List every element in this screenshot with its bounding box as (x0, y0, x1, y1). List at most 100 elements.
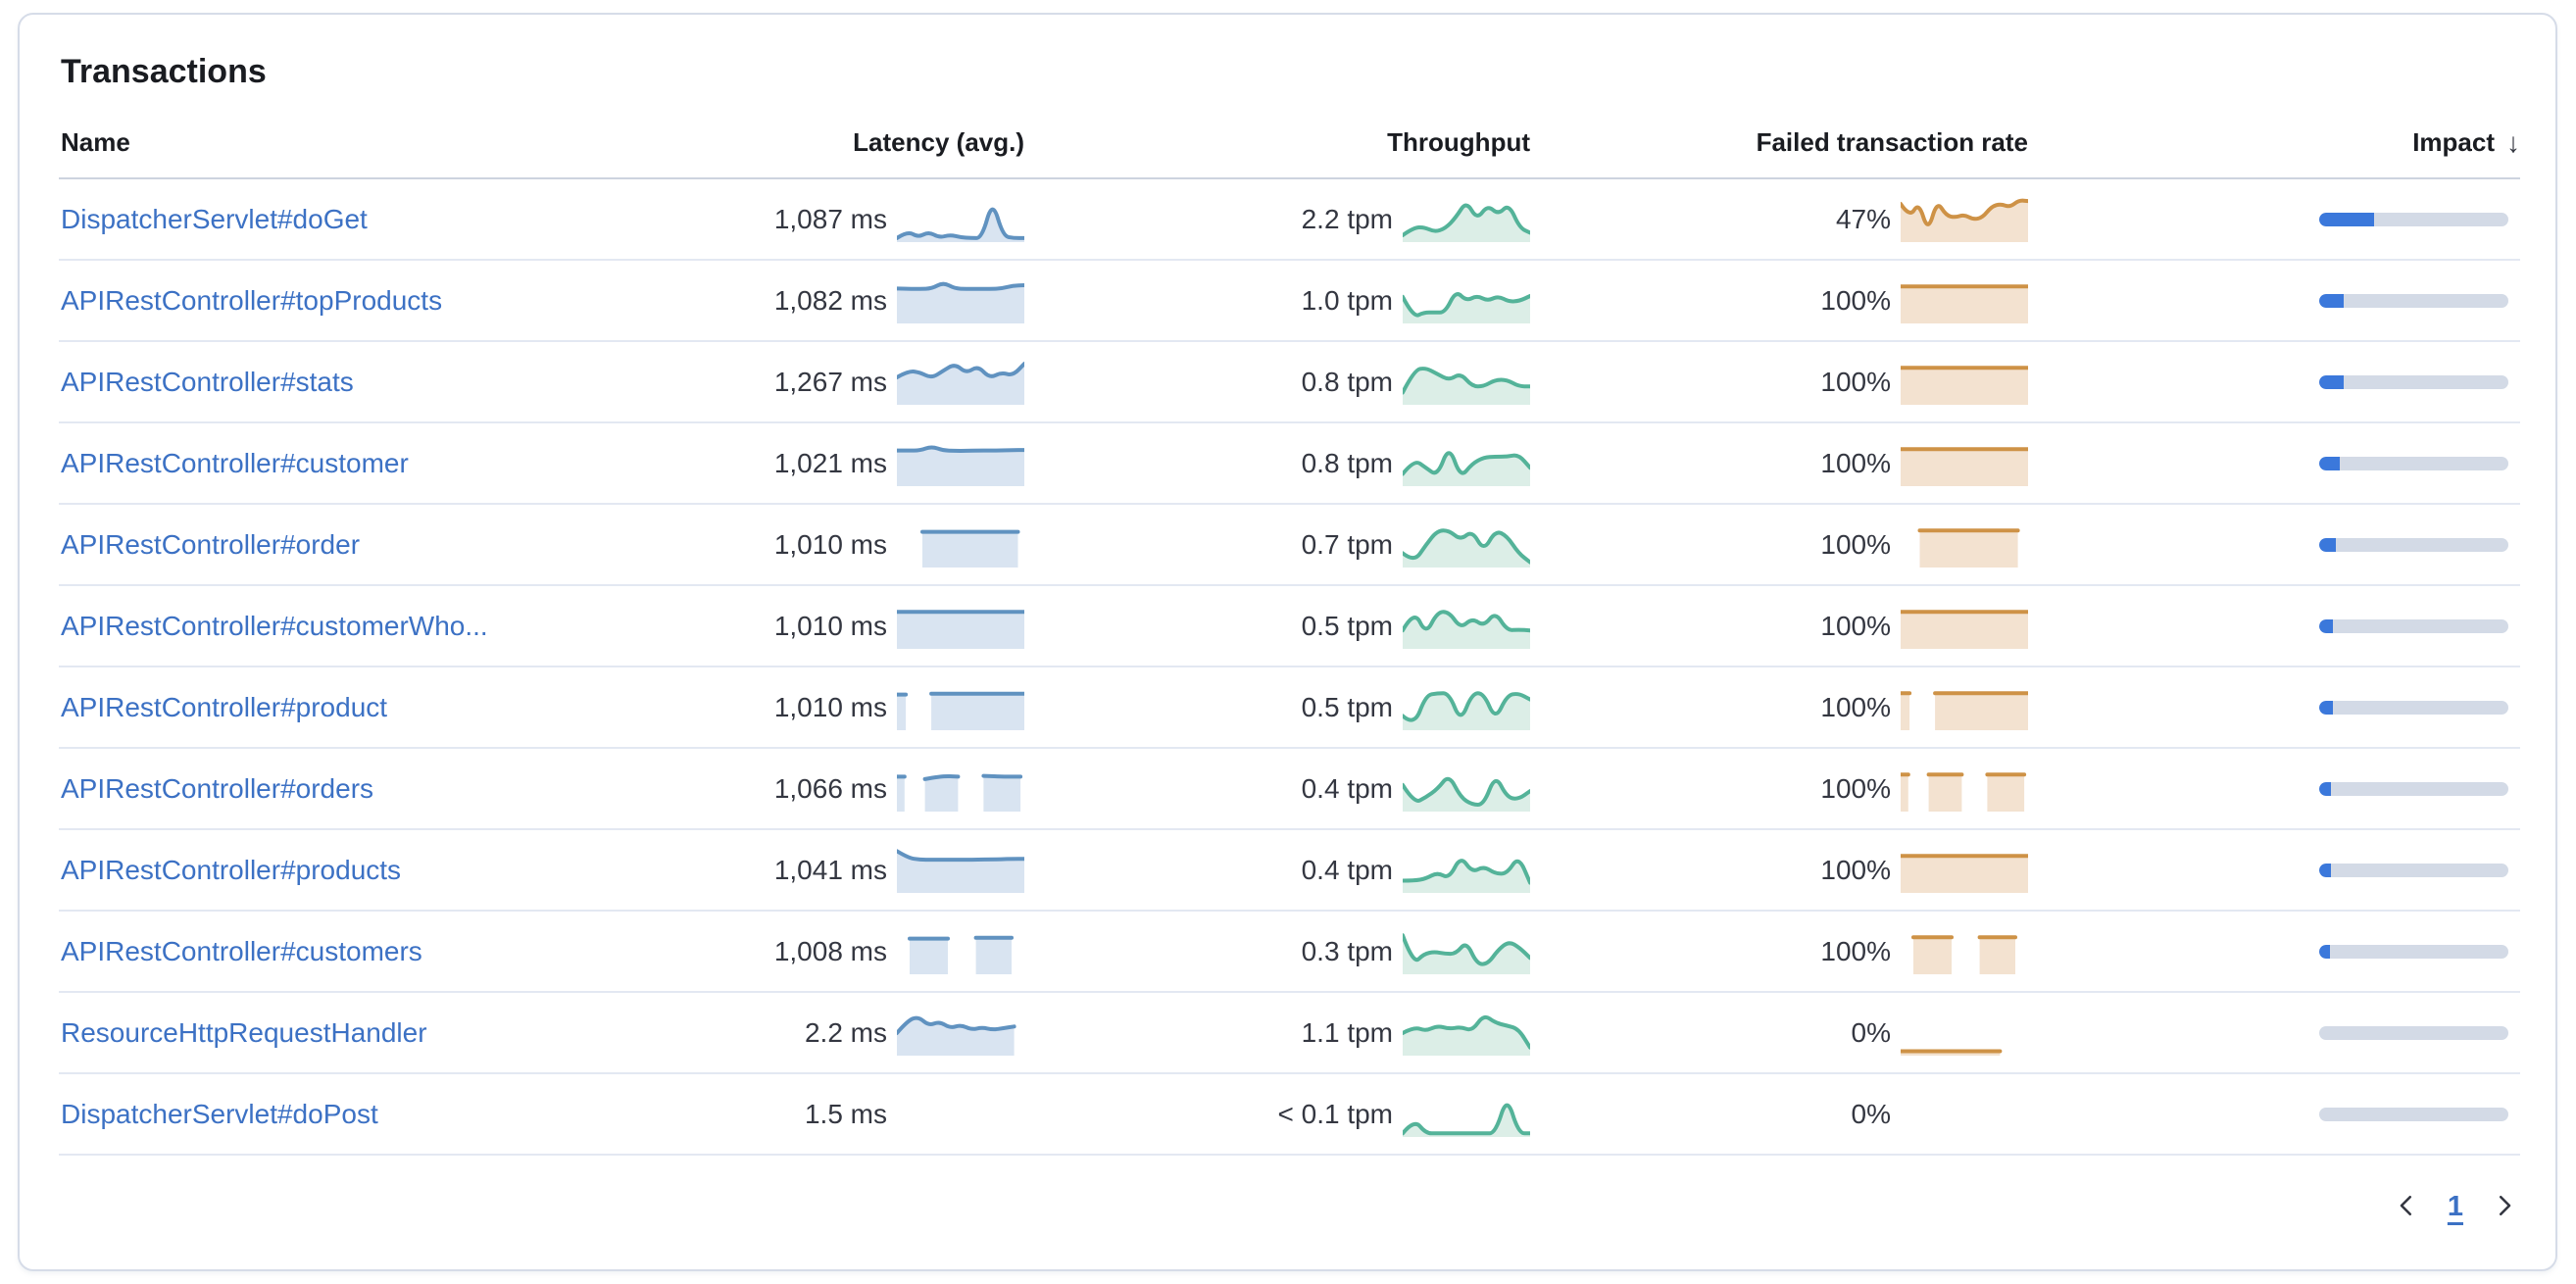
table-row: APIRestController#stats 1,267 ms 0.8 tpm 10… (59, 342, 2520, 423)
throughput-sparkline (1403, 440, 1530, 486)
prev-page-button[interactable] (2391, 1191, 2422, 1222)
transaction-link[interactable]: DispatcherServlet#doGet (61, 203, 368, 234)
throughput-sparkline (1403, 1091, 1530, 1137)
throughput-value: 0.4 tpm (1301, 854, 1393, 885)
latency-sparkline (897, 1091, 1024, 1137)
latency-value: 1,010 ms (773, 691, 887, 722)
c-lat-cell: 1,041 ms (632, 847, 1024, 893)
c-fail-cell: 47% (1530, 196, 2028, 242)
transaction-name-cell: APIRestController#orders (59, 773, 632, 805)
throughput-value: 0.4 tpm (1301, 772, 1393, 804)
throughput-sparkline (1403, 277, 1530, 323)
latency-value: 1,021 ms (773, 447, 887, 478)
table-row: APIRestController#customer 1,021 ms 0.8 tp… (59, 423, 2520, 505)
failed-rate-sparkline (1901, 1091, 2028, 1137)
next-page-button[interactable] (2489, 1191, 2520, 1222)
c-fail-cell: 100% (1530, 765, 2028, 812)
transaction-link[interactable]: APIRestController#customers (61, 935, 422, 966)
c-fail-cell: 100% (1530, 847, 2028, 893)
chevron-left-icon (2392, 1191, 2421, 1223)
failed-rate-value: 47% (1835, 203, 1891, 234)
c-lat-cell: 1,066 ms (632, 765, 1024, 812)
column-header-failed-rate[interactable]: Failed transaction rate (1756, 126, 2028, 157)
c-fail-cell: 100% (1530, 440, 2028, 486)
c-thr-cell: 0.8 tpm (1024, 359, 1530, 405)
transaction-link[interactable]: DispatcherServlet#doPost (61, 1098, 378, 1129)
throughput-sparkline (1403, 684, 1530, 730)
transaction-name-cell: APIRestController#customerWho... (59, 611, 632, 642)
column-header-latency[interactable]: Latency (avg.) (853, 126, 1024, 157)
latency-sparkline (897, 765, 1024, 812)
transaction-link[interactable]: APIRestController#orders (61, 772, 374, 804)
failed-rate-sparkline (1901, 847, 2028, 893)
impact-bar (2319, 374, 2508, 389)
c-lat-cell: 1,267 ms (632, 359, 1024, 405)
sort-desc-icon: ↓ (2506, 127, 2520, 158)
impact-bar-fill (2319, 456, 2340, 470)
c-fail-cell: 0% (1530, 1010, 2028, 1056)
c-lat-cell: 1.5 ms (632, 1091, 1024, 1137)
latency-sparkline (897, 440, 1024, 486)
table-row: DispatcherServlet#doPost 1.5 ms < 0.1 tpm 0… (59, 1074, 2520, 1156)
table-row: DispatcherServlet#doGet 1,087 ms 2.2 tpm 47… (59, 179, 2520, 261)
impact-bar (2319, 1025, 2508, 1040)
impact-bar (2319, 944, 2508, 959)
impact-bar-fill (2319, 781, 2331, 796)
throughput-value: 0.7 tpm (1301, 528, 1393, 560)
latency-sparkline (897, 928, 1024, 974)
throughput-value: 0.8 tpm (1301, 366, 1393, 397)
latency-sparkline (897, 603, 1024, 649)
c-thr-cell: 1.1 tpm (1024, 1010, 1530, 1056)
latency-value: 1,267 ms (773, 366, 887, 397)
failed-rate-sparkline (1901, 521, 2028, 568)
c-thr-cell: 0.4 tpm (1024, 847, 1530, 893)
transaction-name-cell: APIRestController#products (59, 855, 632, 886)
transaction-name-cell: ResourceHttpRequestHandler (59, 1017, 632, 1049)
latency-sparkline (897, 847, 1024, 893)
transaction-name-cell: APIRestController#customer (59, 448, 632, 479)
transaction-link[interactable]: APIRestController#product (61, 691, 388, 722)
impact-bar-fill (2319, 374, 2344, 389)
failed-rate-value: 0% (1851, 1098, 1891, 1129)
latency-value: 1,066 ms (773, 772, 887, 804)
impact-bar-fill (2319, 944, 2330, 959)
failed-rate-sparkline (1901, 359, 2028, 405)
failed-rate-value: 100% (1820, 691, 1891, 722)
latency-value: 2.2 ms (804, 1016, 887, 1048)
transaction-link[interactable]: APIRestController#topProducts (61, 284, 443, 316)
latency-sparkline (897, 277, 1024, 323)
impact-cell (2028, 1025, 2520, 1040)
column-header-name[interactable]: Name (61, 126, 130, 157)
failed-rate-sparkline (1901, 196, 2028, 242)
page-1-button[interactable]: 1 (2447, 1190, 2463, 1222)
column-header-impact[interactable]: Impact ↓ (2028, 126, 2520, 159)
transaction-name-cell: DispatcherServlet#doPost (59, 1099, 632, 1130)
latency-value: 1,010 ms (773, 528, 887, 560)
column-header-impact-label: Impact (2412, 126, 2495, 157)
c-lat-cell: 2.2 ms (632, 1010, 1024, 1056)
impact-bar (2319, 700, 2508, 715)
failed-rate-value: 0% (1851, 1016, 1891, 1048)
failed-rate-value: 100% (1820, 772, 1891, 804)
throughput-value: 2.2 tpm (1301, 203, 1393, 234)
transaction-link[interactable]: APIRestController#stats (61, 366, 354, 397)
failed-rate-sparkline (1901, 1010, 2028, 1056)
impact-cell (2028, 944, 2520, 959)
latency-value: 1,041 ms (773, 854, 887, 885)
transaction-link[interactable]: ResourceHttpRequestHandler (61, 1016, 427, 1048)
transaction-link[interactable]: APIRestController#customer (61, 447, 409, 478)
column-header-throughput[interactable]: Throughput (1387, 126, 1530, 157)
c-lat-cell: 1,008 ms (632, 928, 1024, 974)
throughput-value: 1.0 tpm (1301, 284, 1393, 316)
transaction-link[interactable]: APIRestController#products (61, 854, 402, 885)
c-fail-cell: 100% (1530, 521, 2028, 568)
failed-rate-sparkline (1901, 603, 2028, 649)
failed-rate-sparkline (1901, 684, 2028, 730)
failed-rate-sparkline (1901, 277, 2028, 323)
latency-sparkline (897, 196, 1024, 242)
transaction-link[interactable]: APIRestController#customerWho... (61, 610, 488, 641)
transaction-link[interactable]: APIRestController#order (61, 528, 361, 560)
impact-cell (2028, 212, 2520, 226)
c-thr-cell: 0.7 tpm (1024, 521, 1530, 568)
c-lat-cell: 1,082 ms (632, 277, 1024, 323)
